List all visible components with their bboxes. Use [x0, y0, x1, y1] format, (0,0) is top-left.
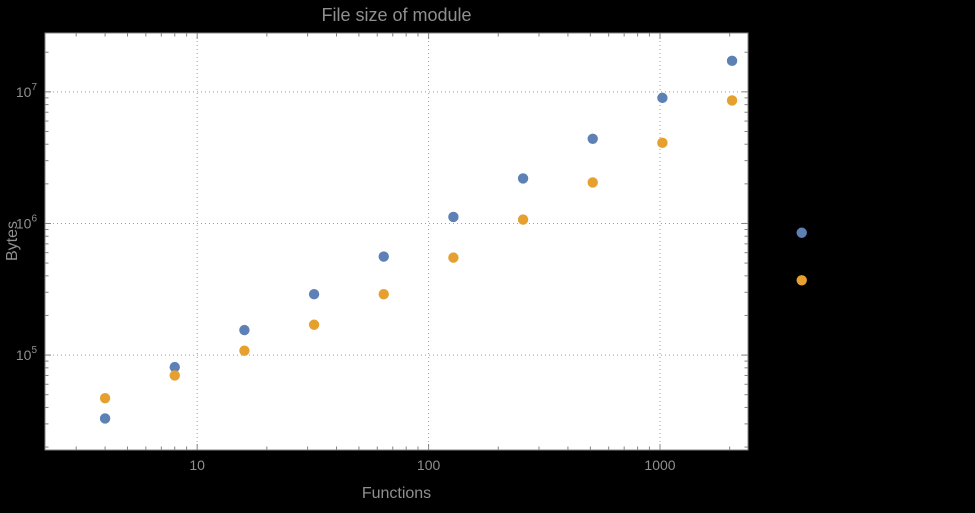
chart-title: File size of module	[321, 5, 472, 25]
data-point-blue	[99, 413, 111, 424]
x-tick-label: 100	[417, 457, 441, 473]
plot-area	[45, 33, 748, 450]
data-point-blue	[796, 227, 807, 238]
y-tick-label: 106	[16, 213, 38, 231]
data-point-orange	[308, 319, 320, 330]
data-point-blue	[726, 55, 738, 67]
plot-frame	[44, 32, 749, 451]
data-point-blue	[657, 92, 668, 104]
y-tick-label: 107	[16, 82, 38, 100]
y-axis-label: Bytes	[4, 220, 21, 262]
x-tick-label: 10	[189, 457, 205, 473]
data-point-orange	[657, 137, 668, 149]
data-point-orange	[169, 370, 180, 381]
data-point-blue	[587, 133, 598, 144]
x-tick-label: 1000	[644, 457, 675, 473]
data-point-blue	[448, 211, 459, 223]
y-tick-label: 105	[16, 345, 38, 363]
data-point-orange	[239, 345, 250, 356]
data-point-blue	[239, 324, 250, 336]
data-point-orange	[726, 95, 738, 106]
data-point-blue	[517, 173, 529, 184]
data-point-orange	[448, 252, 459, 263]
data-point-blue	[169, 361, 180, 373]
data-point-orange	[378, 289, 389, 300]
x-axis-label: Functions	[361, 485, 432, 502]
data-point-orange	[796, 275, 807, 286]
data-point-blue	[308, 289, 320, 300]
data-point-orange	[517, 214, 529, 225]
data-point-orange	[587, 177, 598, 188]
data-point-blue	[378, 251, 389, 262]
data-point-orange	[99, 393, 111, 404]
